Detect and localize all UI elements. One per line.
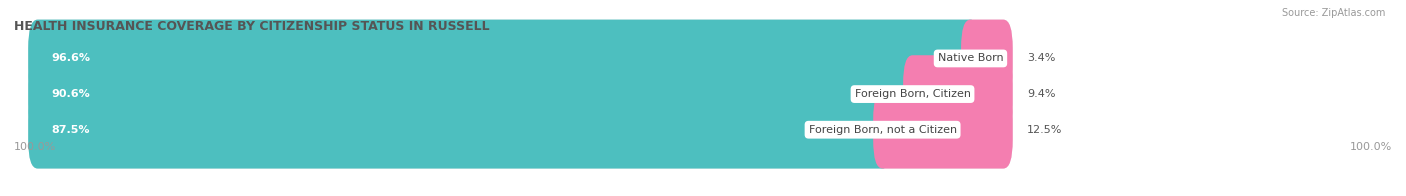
Text: Foreign Born, not a Citizen: Foreign Born, not a Citizen <box>808 125 956 135</box>
Text: Source: ZipAtlas.com: Source: ZipAtlas.com <box>1281 8 1385 18</box>
FancyBboxPatch shape <box>28 91 891 169</box>
Text: 3.4%: 3.4% <box>1026 54 1056 64</box>
FancyBboxPatch shape <box>962 20 1012 97</box>
FancyBboxPatch shape <box>28 91 1012 169</box>
Text: 9.4%: 9.4% <box>1026 89 1056 99</box>
Text: 100.0%: 100.0% <box>1350 142 1392 152</box>
FancyBboxPatch shape <box>28 55 1012 133</box>
Text: 90.6%: 90.6% <box>52 89 90 99</box>
Text: 12.5%: 12.5% <box>1026 125 1063 135</box>
Text: 87.5%: 87.5% <box>52 125 90 135</box>
FancyBboxPatch shape <box>28 20 980 97</box>
FancyBboxPatch shape <box>903 55 1012 133</box>
FancyBboxPatch shape <box>28 20 1012 97</box>
Text: HEALTH INSURANCE COVERAGE BY CITIZENSHIP STATUS IN RUSSELL: HEALTH INSURANCE COVERAGE BY CITIZENSHIP… <box>14 20 489 33</box>
Text: 96.6%: 96.6% <box>52 54 91 64</box>
Text: Foreign Born, Citizen: Foreign Born, Citizen <box>855 89 970 99</box>
FancyBboxPatch shape <box>873 91 1012 169</box>
Text: 100.0%: 100.0% <box>14 142 56 152</box>
FancyBboxPatch shape <box>28 55 922 133</box>
Text: Native Born: Native Born <box>938 54 1004 64</box>
